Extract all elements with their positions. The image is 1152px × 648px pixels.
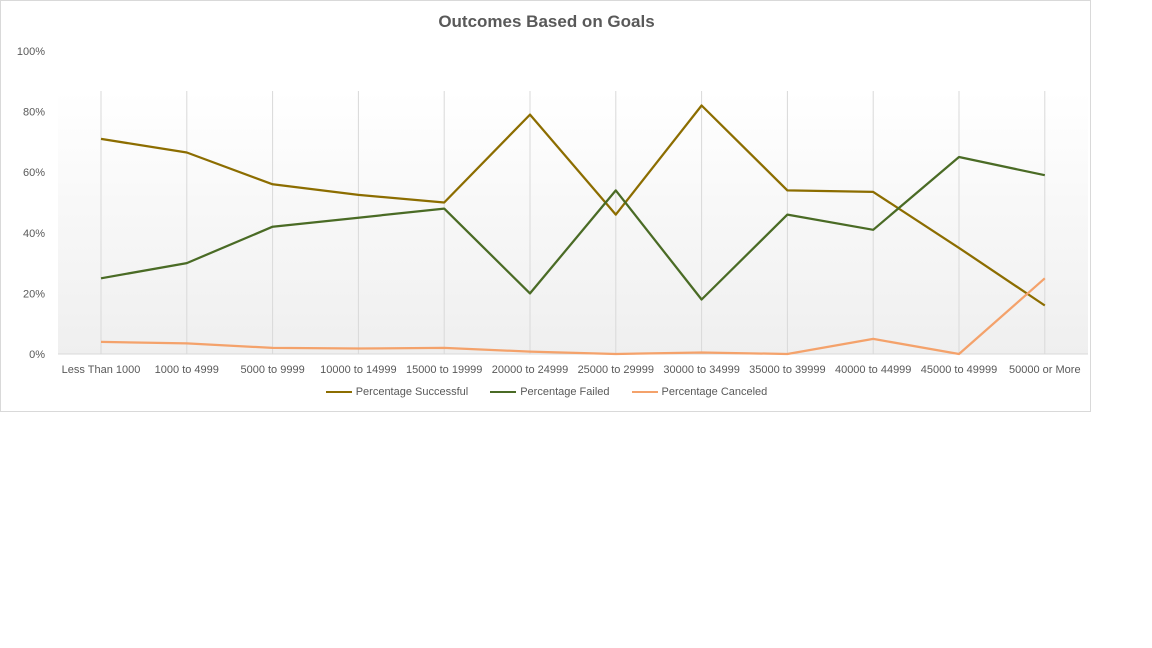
x-tick-label: 50000 or More [1009,364,1081,376]
legend-swatch [490,391,517,393]
gridlines [100,91,1046,354]
y-axis: 0% 20% 40% 60% 80% 100% [17,46,45,361]
x-axis-labels: Less Than 1000 1000 to 4999 5000 to 9999 10… [62,364,1081,376]
legend-label: Percentage Canceled [661,386,768,398]
legend-item: Percentage Canceled [631,386,768,398]
y-tick-label: 60% [23,167,45,179]
chart-frame: Outcomes Based on Goals 0% 20% 40% 60% 80% 10… [0,0,1091,412]
x-tick-label: 30000 to 34999 [663,364,739,376]
x-tick-label: 5000 to 9999 [240,364,304,376]
legend: Percentage Successful Percentage Failed Pe… [1,386,1092,398]
line-chart: 0% 20% 40% 60% 80% 100% Less Than 1000 1000 to… [17,46,1088,376]
legend-item: Percentage Successful [325,386,469,398]
x-tick-label: 1000 to 4999 [155,364,219,376]
legend-label: Percentage Successful [355,386,469,398]
y-tick-label: 80% [23,107,45,119]
y-tick-label: 100% [17,46,45,58]
x-tick-label: 35000 to 39999 [749,364,825,376]
legend-swatch [631,391,658,393]
x-tick-label: 25000 to 29999 [578,364,654,376]
y-tick-label: 20% [23,288,45,300]
series-lines [100,104,1046,356]
chart-title: Outcomes Based on Goals [438,12,655,31]
series-line [100,155,1046,301]
series-line [100,277,1046,356]
legend-item: Percentage Failed [490,386,610,398]
y-tick-label: 40% [23,228,45,240]
x-tick-label: Less Than 1000 [62,364,141,376]
legend-label: Percentage Failed [520,386,610,398]
x-tick-label: 15000 to 19999 [406,364,482,376]
series-line [100,104,1046,307]
y-tick-label: 0% [29,349,45,361]
plot-area [58,91,1088,354]
x-tick-label: 10000 to 14999 [320,364,396,376]
x-tick-label: 20000 to 24999 [492,364,568,376]
x-tick-label: 45000 to 49999 [921,364,997,376]
legend-swatch [325,391,352,393]
x-tick-label: 40000 to 44999 [835,364,911,376]
